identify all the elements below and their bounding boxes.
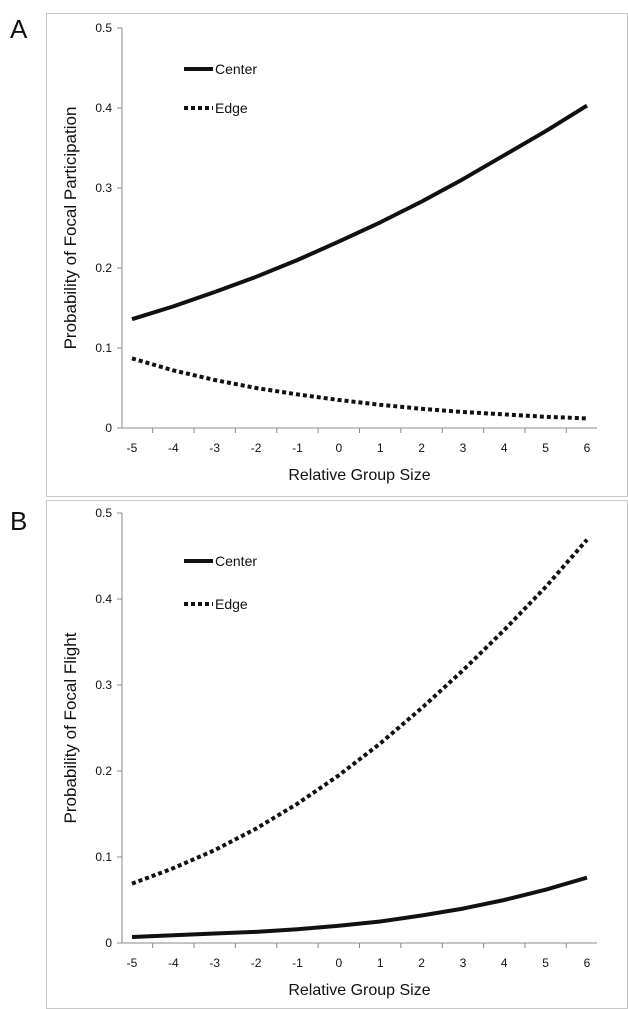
panel-b-x-tick-label: 3 [460,956,467,970]
panel-b-x-tick-label: -3 [209,956,220,970]
panel-b-y-axis-title: Probability of Focal Flight [61,632,80,823]
panel-a-x-tick-label: 5 [542,441,549,455]
panel-b-x-tick-label: 5 [542,956,549,970]
panel-b-frame [46,500,628,1009]
panel-b-x-tick-label: 4 [501,956,508,970]
panel-a-x-tick-label: 6 [584,441,591,455]
panel-b-x-tick-label: -5 [127,956,138,970]
panel-b-y-tick-label: 0.5 [95,506,112,520]
panel-a-x-tick-label: 0 [335,441,342,455]
panel-b-x-tick-label: 2 [418,956,425,970]
panel-a-series-edge-line [131,356,588,421]
panel-b-y-tick-label: 0.1 [95,850,112,864]
panel-a-x-tick-label: -5 [127,441,138,455]
panel-b-y-tick-label: 0.4 [95,592,112,606]
panel-a-legend-edge-label: Edge [215,100,248,116]
panel-a-y-tick-label: 0.4 [95,101,112,115]
panel-b-y-tick-label: 0 [105,936,112,950]
panel-a-x-tick-label: -1 [292,441,303,455]
panel-a-y-tick-label: 0.3 [95,181,112,195]
panel-a-legend-center-label: Center [215,61,257,77]
panel-a-y-axis-title: Probability of Focal Participation [61,107,80,350]
panel-b-series-center-line [131,875,588,939]
panel-a-label: A [10,14,28,44]
panel-b-x-tick-label: 6 [584,956,591,970]
panel-b-legend-center-label: Center [215,553,257,569]
panel-b-legend-edge-label: Edge [215,596,248,612]
panel-b-x-tick-label: -2 [251,956,262,970]
panel-b-x-tick-label: 1 [377,956,384,970]
panel-a-x-tick-label: 1 [377,441,384,455]
panel-a-y-tick-label: 0.1 [95,341,112,355]
panel-a-y-tick-label: 0.2 [95,261,112,275]
panel-b-y-tick-label: 0.2 [95,764,112,778]
panel-a-series-center-line [131,103,589,322]
panel-a-y-tick-label: 0 [105,421,112,435]
panel-b-label: B [10,506,27,536]
panel-b-x-tick-label: -4 [168,956,179,970]
panel-b-x-tick-label: -1 [292,956,303,970]
panel-b-y-tick-label: 0.3 [95,678,112,692]
panel-a-x-tick-label: -4 [168,441,179,455]
panel-a-x-tick-label: 4 [501,441,508,455]
panel-a-x-axis-title: Relative Group Size [288,467,430,484]
panel-a-x-tick-label: 3 [460,441,467,455]
panel-a-x-tick-label: 2 [418,441,425,455]
panel-b-x-axis-title: Relative Group Size [288,982,430,999]
panel-b-x-tick-label: 0 [335,956,342,970]
panel-a-frame [46,13,628,497]
panel-a-x-tick-label: -3 [209,441,220,455]
panel-b-series-edge-line [131,538,589,886]
panel-a-y-tick-label: 0.5 [95,21,112,35]
panel-a-x-tick-label: -2 [251,441,262,455]
